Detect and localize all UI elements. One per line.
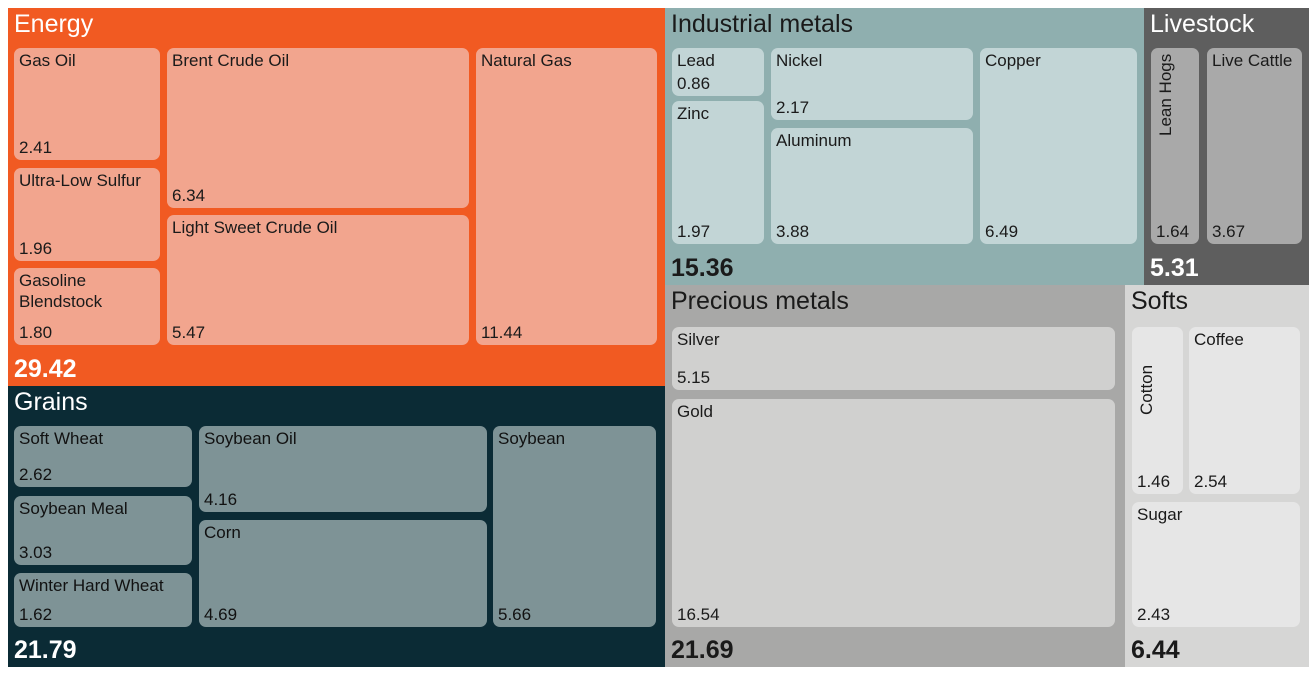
tile-sugar[interactable]: Sugar 2.43: [1132, 502, 1300, 627]
tile-aluminum[interactable]: Aluminum 3.88: [771, 128, 973, 244]
tile-nickel[interactable]: Nickel 2.17: [771, 48, 973, 120]
group-total: 5.31: [1150, 254, 1199, 282]
tile-label: Gasoline Blendstock: [19, 271, 103, 311]
tile-value: 2.41: [19, 138, 53, 157]
tile-value: 2.62: [19, 465, 53, 484]
group-title: Precious metals: [671, 287, 849, 315]
tile-soybean-oil[interactable]: Soybean Oil 4.16: [199, 426, 487, 512]
tile-winter-hard-wheat[interactable]: Winter Hard Wheat 1.62: [14, 573, 192, 627]
tile-lean-hogs[interactable]: Lean Hogs 1.64: [1151, 48, 1199, 244]
tile-label: Cotton: [1137, 364, 1156, 415]
tile-label: Ultra-Low Sulfur: [19, 171, 141, 190]
tile-value: 1.62: [19, 605, 53, 624]
group-total: 6.44: [1131, 636, 1180, 664]
tile-label: Copper: [985, 51, 1041, 70]
tile-label: Corn: [204, 523, 241, 542]
tile-zinc[interactable]: Zinc 1.97: [672, 101, 764, 244]
group-title: Livestock: [1150, 10, 1255, 38]
tile-silver[interactable]: Silver 5.15: [672, 327, 1115, 390]
group-title: Grains: [14, 388, 88, 416]
tile-light-sweet-crude-oil[interactable]: Light Sweet Crude Oil 5.47: [167, 215, 469, 345]
tile-value: 3.88: [776, 222, 810, 241]
tile-value: 6.34: [172, 186, 206, 205]
tile-value: 1.96: [19, 239, 53, 258]
tile-soybean[interactable]: Soybean 5.66: [493, 426, 656, 627]
tile-gas-oil[interactable]: Gas Oil 2.41: [14, 48, 160, 160]
tile-label: Soybean Oil: [204, 429, 297, 448]
group-title: Industrial metals: [671, 10, 854, 38]
tile-value: 16.54: [677, 605, 720, 624]
tile-coffee[interactable]: Coffee 2.54: [1189, 327, 1300, 494]
tile-label: Zinc: [677, 104, 710, 123]
tile-value: 3.67: [1212, 222, 1246, 241]
group-total: 21.69: [671, 636, 734, 664]
tile-value: 1.46: [1137, 472, 1171, 491]
tile-value: 2.43: [1137, 605, 1171, 624]
tile-label: Nickel: [776, 51, 823, 70]
tile-value: 3.03: [19, 543, 53, 562]
tile-value: 1.64: [1156, 222, 1190, 241]
tile-label: Winter Hard Wheat: [19, 576, 164, 595]
tile-cotton[interactable]: Cotton 1.46: [1132, 327, 1183, 494]
tile-label: Gas Oil: [19, 51, 76, 70]
tile-soybean-meal[interactable]: Soybean Meal 3.03: [14, 496, 192, 565]
tile-label: Soft Wheat: [19, 429, 104, 448]
group-title: Softs: [1131, 287, 1188, 315]
tile-value: 11.44: [481, 323, 523, 342]
tile-label: Gold: [677, 402, 713, 421]
tile-value: 4.69: [204, 605, 238, 624]
tile-value: 2.17: [776, 98, 810, 117]
tile-label: Silver: [677, 330, 720, 349]
tile-value: 0.86: [677, 74, 711, 93]
group-total: 15.36: [671, 254, 734, 282]
tile-natural-gas[interactable]: Natural Gas 11.44: [476, 48, 657, 345]
tile-label: Sugar: [1137, 505, 1183, 524]
tile-copper[interactable]: Copper 6.49: [980, 48, 1137, 244]
tile-label: Coffee: [1194, 330, 1244, 349]
tile-gold[interactable]: Gold 16.54: [672, 399, 1115, 627]
tile-brent-crude-oil[interactable]: Brent Crude Oil 6.34: [167, 48, 469, 208]
tile-label: Soybean: [498, 429, 566, 448]
tile-label: Natural Gas: [481, 51, 572, 70]
tile-value: 5.15: [677, 368, 711, 387]
tile-gasoline-blendstock[interactable]: Gasoline Blendstock 1.80: [14, 268, 160, 345]
tile-label: Soybean Meal: [19, 499, 128, 518]
group-title: Energy: [14, 10, 94, 38]
tile-label: Lead: [677, 51, 715, 70]
tile-lead[interactable]: Lead 0.86: [672, 48, 764, 96]
tile-label: Aluminum: [776, 131, 852, 150]
tile-label: Light Sweet Crude Oil: [172, 218, 338, 237]
tile-value: 2.54: [1194, 472, 1228, 491]
tile-value: 5.47: [172, 323, 206, 342]
tile-corn[interactable]: Corn 4.69: [199, 520, 487, 627]
tile-live-cattle[interactable]: Live Cattle 3.67: [1207, 48, 1302, 244]
tile-ultra-low-sulfur[interactable]: Ultra-Low Sulfur 1.96: [14, 168, 160, 261]
tile-value: 5.66: [498, 605, 532, 624]
tile-label: Live Cattle: [1212, 51, 1293, 70]
group-total: 21.79: [14, 636, 77, 664]
tile-label: Brent Crude Oil: [172, 51, 290, 70]
tile-soft-wheat[interactable]: Soft Wheat 2.62: [14, 426, 192, 487]
group-total: 29.42: [14, 355, 77, 383]
tile-value: 4.16: [204, 490, 238, 509]
tile-value: 6.49: [985, 222, 1019, 241]
tile-value: 1.97: [677, 222, 711, 241]
tile-value: 1.80: [19, 323, 53, 342]
tile-label: Lean Hogs: [1156, 53, 1175, 136]
